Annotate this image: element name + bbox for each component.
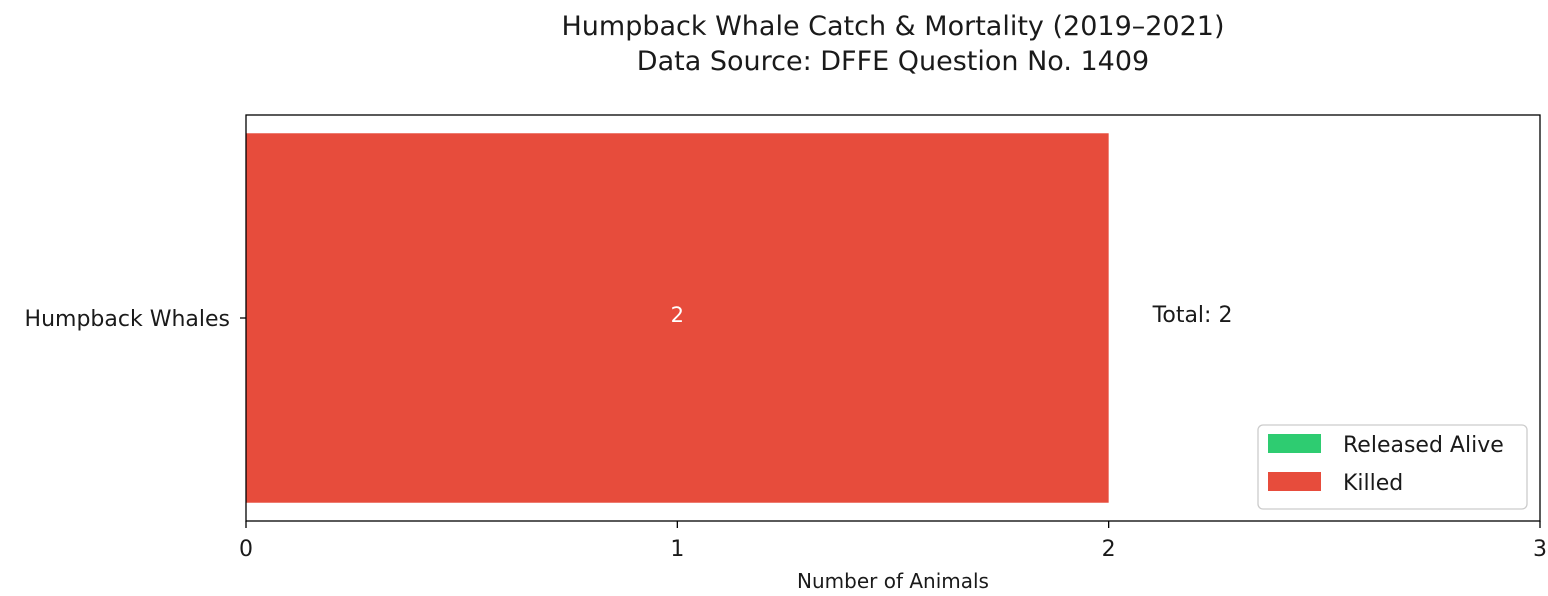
legend: Released Alive Killed	[1257, 424, 1528, 510]
x-tick-label: 2	[1102, 537, 1116, 562]
bar-killed	[246, 133, 1109, 503]
bars-group	[246, 133, 1109, 503]
plot-area: Humpback Whales 0 1 2 3 2 Total: 2	[25, 114, 1547, 562]
x-axis-label: Number of Animals	[797, 569, 989, 593]
x-tick-label: 0	[239, 537, 253, 562]
chart-subtitle: Data Source: DFFE Question No. 1409	[637, 46, 1149, 77]
chart-title: Humpback Whale Catch & Mortality (2019–2…	[561, 11, 1224, 42]
x-tick-label: 1	[670, 537, 684, 562]
legend-label-released-alive: Released Alive	[1343, 433, 1504, 458]
legend-label-killed: Killed	[1343, 471, 1403, 496]
data-labels: 2 Total: 2	[671, 303, 1233, 328]
bar-value-label: 2	[671, 303, 684, 327]
legend-frame	[1257, 424, 1528, 510]
y-tick-label: Humpback Whales	[25, 307, 230, 332]
legend-swatch-released-alive	[1268, 434, 1321, 453]
total-label: Total: 2	[1152, 303, 1233, 328]
legend-swatch-killed	[1268, 472, 1321, 491]
x-axis: 0 1 2 3	[239, 521, 1547, 562]
x-tick-label: 3	[1533, 537, 1547, 562]
y-axis: Humpback Whales	[25, 307, 246, 332]
